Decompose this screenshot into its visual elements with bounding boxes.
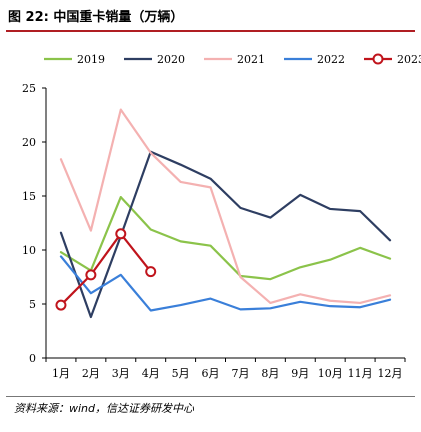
title-divider xyxy=(6,30,415,32)
source-divider xyxy=(6,396,415,397)
y-tick-label: 25 xyxy=(22,82,36,95)
y-tick-label: 15 xyxy=(22,190,36,203)
y-tick-label: 0 xyxy=(29,352,36,365)
series-line-2023 xyxy=(59,232,152,307)
x-tick-label: 2月 xyxy=(82,367,100,380)
x-tick-label: 3月 xyxy=(112,367,130,380)
data-point-2023 xyxy=(85,269,97,281)
x-tick-label: 9月 xyxy=(291,367,309,380)
legend-item-2020: 2020 xyxy=(124,53,185,66)
data-point-2023 xyxy=(115,228,127,240)
x-tick-label: 12月 xyxy=(378,367,403,380)
legend-label: 2020 xyxy=(157,53,185,66)
x-tick-label: 5月 xyxy=(172,367,190,380)
series-line-2022 xyxy=(59,255,392,312)
series-line-2020 xyxy=(59,150,392,319)
x-tick-label: 7月 xyxy=(231,367,249,380)
legend-label: 2019 xyxy=(77,53,105,66)
x-tick-label: 6月 xyxy=(202,367,220,380)
legend-item-2021: 2021 xyxy=(204,53,265,66)
x-tick-label: 8月 xyxy=(261,367,279,380)
data-point-2023 xyxy=(55,299,67,311)
series-line-2019 xyxy=(59,195,392,281)
x-tick-label: 10月 xyxy=(318,367,343,380)
series-line-2021 xyxy=(59,108,392,305)
source-note: 资料来源：wind，信达证券研发中心 xyxy=(14,402,195,415)
y-tick-label: 20 xyxy=(22,136,36,149)
y-tick-label: 5 xyxy=(29,298,36,311)
x-tick-label: 4月 xyxy=(142,367,160,380)
data-point-2023 xyxy=(145,266,157,278)
legend-label: 2023 xyxy=(397,53,421,66)
y-tick-label: 10 xyxy=(22,244,36,257)
x-tick-label: 11月 xyxy=(348,367,373,380)
figure-header: 图 22: 中国重卡销量（万辆） xyxy=(0,0,421,30)
legend-item-2019: 2019 xyxy=(44,53,105,66)
legend-marker xyxy=(372,53,384,65)
figure-title: 图 22: 中国重卡销量（万辆） xyxy=(8,10,184,25)
legend-item-2023: 2023 xyxy=(364,53,421,66)
legend-item-2022: 2022 xyxy=(284,53,345,66)
line-chart: 0 5 10 15 20 25 1月 2月 3月 4月 5月 6月 7月 8月 9月 10月 11月 12月 201… xyxy=(22,53,421,380)
x-tick-label: 1月 xyxy=(52,367,70,380)
legend-label: 2021 xyxy=(237,53,265,66)
legend-label: 2022 xyxy=(317,53,345,66)
